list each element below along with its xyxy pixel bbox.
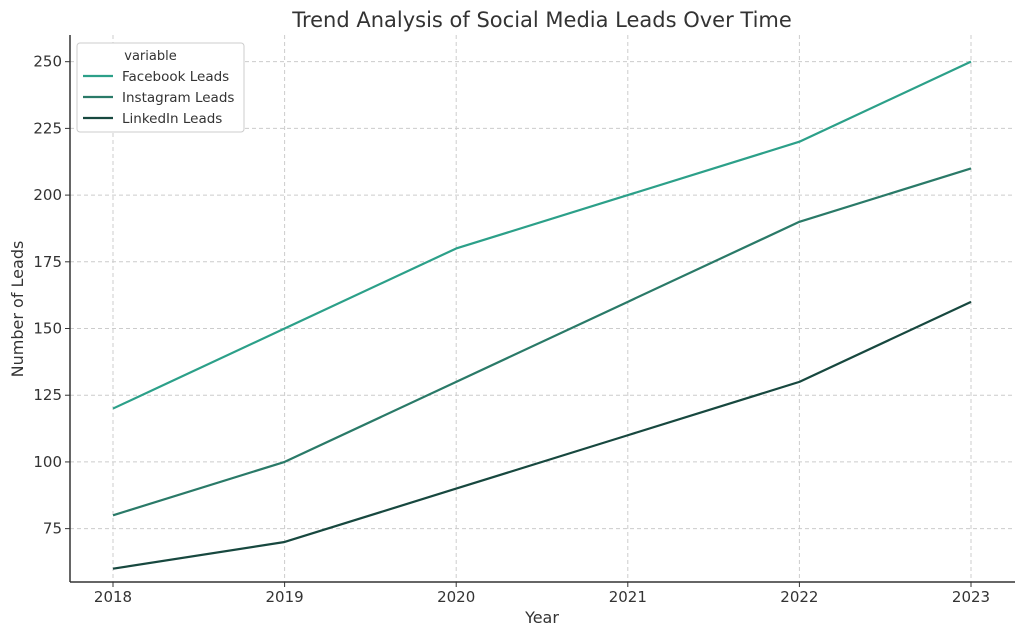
x-tick-label: 2023 (952, 588, 990, 606)
tick-labels: 75 100 125 150 175 200 225 250 2018 2019 2020 2021 2… (33, 53, 990, 606)
legend-entry: LinkedIn Leads (122, 111, 222, 127)
x-axis-label: Year (524, 608, 559, 627)
y-axis-label: Number of Leads (8, 241, 27, 378)
y-tick-label: 150 (33, 320, 62, 338)
y-tick-label: 125 (33, 386, 62, 404)
x-tick-label: 2020 (437, 588, 475, 606)
legend: variable Facebook Leads Instagram Leads Lin… (76, 42, 245, 133)
legend-title: variable (124, 49, 176, 64)
axes (65, 35, 1015, 587)
y-tick-label: 200 (33, 186, 62, 204)
y-tick-label: 75 (43, 520, 62, 538)
x-tick-label: 2018 (94, 588, 132, 606)
legend-entry: Facebook Leads (122, 69, 229, 85)
chart-title: Trend Analysis of Social Media Leads Ove… (291, 8, 792, 32)
x-tick-label: 2022 (780, 588, 818, 606)
series-line-instagram-leads (112, 167, 972, 517)
series-line-facebook-leads (112, 60, 972, 410)
legend-entry: Instagram Leads (122, 90, 234, 106)
y-tick-label: 100 (33, 453, 62, 471)
y-tick-label: 250 (33, 53, 62, 71)
y-tick-label: 225 (33, 119, 62, 137)
series-line-linkedin-leads (112, 300, 972, 570)
x-tick-label: 2021 (609, 588, 647, 606)
legend-frame (76, 42, 245, 133)
series-lines (112, 60, 972, 570)
grid (70, 35, 1015, 582)
y-tick-label: 175 (33, 253, 62, 271)
x-tick-label: 2019 (266, 588, 304, 606)
